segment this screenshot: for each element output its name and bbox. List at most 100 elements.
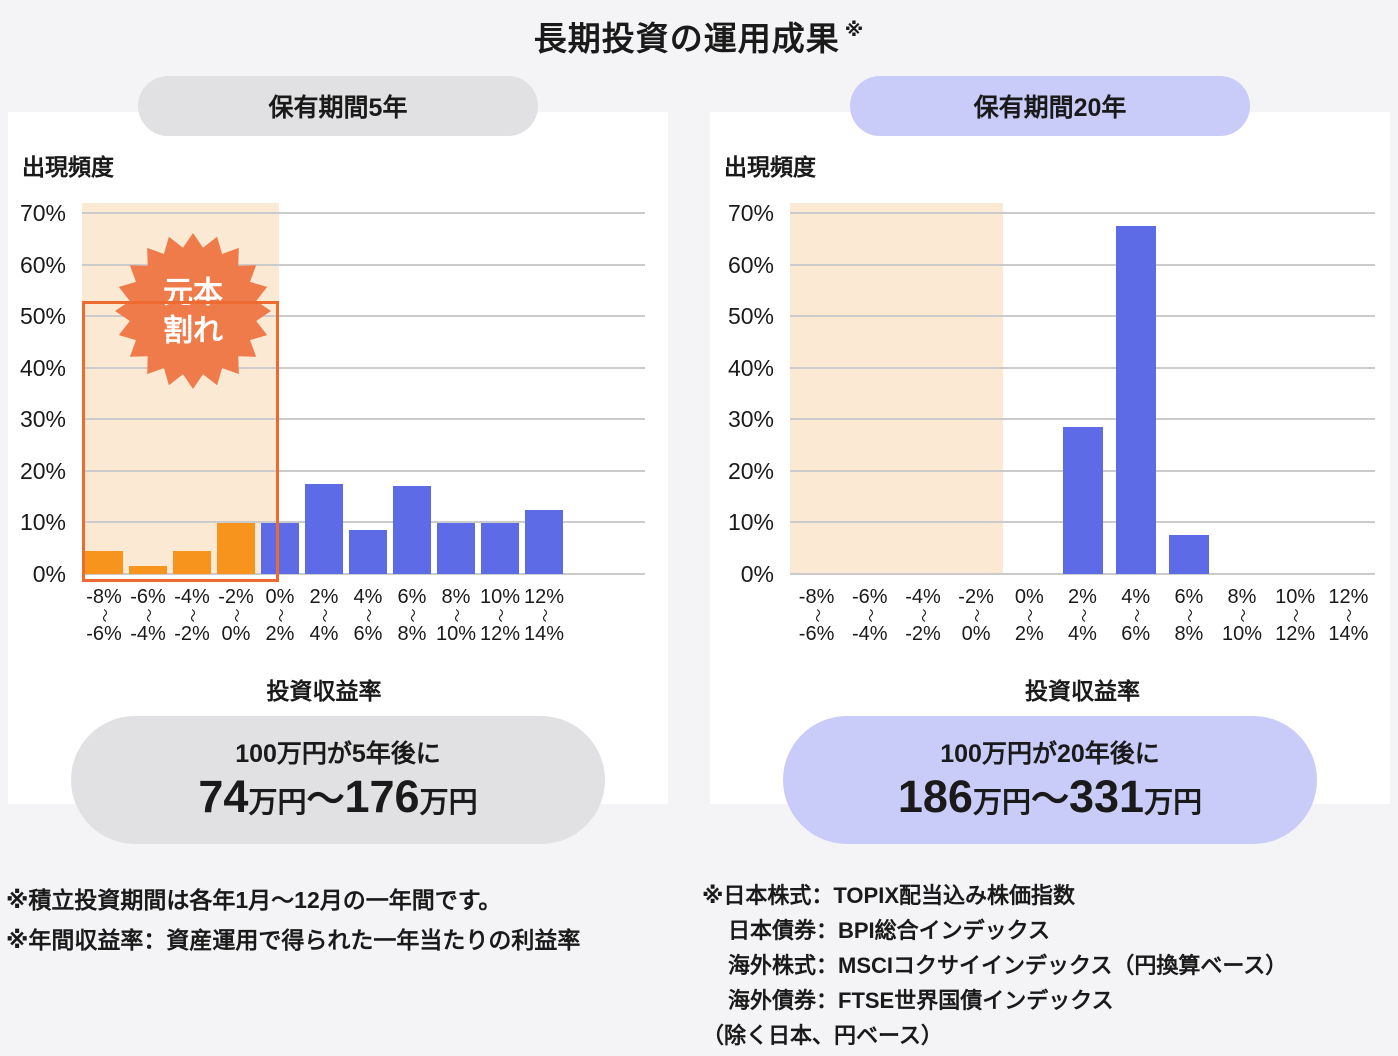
footnotes-left: ※積立投資期間は各年1月〜12月の一年間です。 ※年間収益率：資産運用で得られた一…: [6, 880, 580, 960]
x-tick-to: 12%: [1275, 623, 1316, 645]
y-tick-label: 60%: [727, 251, 774, 278]
x-tick-to: 6%: [1121, 623, 1151, 645]
y-tick-label: 60%: [19, 251, 66, 278]
x-tick-to: -4%: [852, 623, 888, 645]
result-caption-20y: 100万円が20年後に: [940, 740, 1160, 769]
result-pill-5y: 100万円が5年後に 74万円〜176万円: [71, 716, 605, 844]
footnote-line: ※年間収益率：資産運用で得られた一年当たりの利益率: [6, 927, 581, 953]
grid-line: [82, 315, 645, 318]
bar: [481, 522, 519, 574]
y-tick-label: 10%: [727, 509, 774, 536]
bar: [217, 522, 255, 574]
result-tilde-5y: 〜: [306, 778, 345, 821]
x-tick-to: 6%: [353, 623, 383, 645]
x-tick-to: 4%: [1068, 623, 1097, 645]
x-tick-from: 10%: [1275, 586, 1316, 608]
grid-line: [790, 418, 1375, 421]
range-tilde-mark: 〜: [1340, 608, 1357, 623]
y-tick-label: 10%: [19, 509, 66, 536]
holding-period-pill-5y: 保有期間5年: [138, 76, 538, 136]
grid-line: [82, 212, 645, 215]
range-tilde-mark: 〜: [1128, 608, 1145, 623]
result-to-5y: 176: [344, 770, 420, 822]
x-tick-to: 14%: [1328, 623, 1369, 645]
bar: [85, 550, 123, 574]
x-tick-from: 4%: [353, 586, 383, 608]
result-pill-20y: 100万円が20年後に 186万円〜331万円: [783, 716, 1317, 844]
x-tick-from: 10%: [479, 586, 521, 608]
bar: [437, 522, 475, 574]
plot-area: 元本 割れ: [82, 203, 645, 582]
bar: [1168, 535, 1209, 574]
result-unit-5y: 万円: [248, 786, 307, 819]
result-unit-20y: 万円: [972, 786, 1031, 819]
x-tick-to: 2%: [1014, 623, 1044, 645]
x-tick-to: 14%: [523, 623, 565, 645]
grid-line: [790, 366, 1375, 369]
range-tilde-mark: 〜: [536, 608, 553, 623]
y-tick-label: 70%: [19, 200, 66, 227]
x-tick-to: 2%: [265, 623, 295, 645]
x-tick-label: 10% 〜 12%: [458, 586, 542, 645]
x-tick-label: 8% 〜 10%: [414, 586, 498, 645]
footnotes-right: ※日本株式：TOPIX配当込み株価指数 日本債券：BPI総合インデックス 海外株式：…: [702, 878, 1287, 1053]
bar: [305, 483, 343, 574]
x-tick-from: -4%: [174, 586, 210, 608]
bar: [129, 566, 167, 574]
page-title-text: 長期投資の運用成果: [533, 20, 840, 57]
bar: [261, 522, 299, 574]
x-tick-to: 12%: [479, 623, 521, 645]
range-tilde-mark: 〜: [915, 608, 932, 623]
x-tick-from: -8%: [86, 586, 122, 608]
frequency-axis-label: 出現頻度: [724, 154, 816, 180]
y-tick-label: 30%: [19, 406, 66, 433]
chart-panel-5y: 出現頻度 70% 60% 50% 40% 30% 20% 10% 0% 元本 割れ -8% 〜 -6% -6…: [8, 112, 668, 804]
x-axis-title: 投資収益率: [266, 678, 382, 704]
range-tilde-mark: 〜: [809, 608, 826, 623]
range-tilde-mark: 〜: [1234, 608, 1251, 623]
title-note-mark: ※: [844, 20, 865, 41]
x-tick-to: 0%: [961, 623, 991, 645]
x-tick-from: 2%: [309, 586, 339, 608]
x-tick-from: -2%: [958, 586, 994, 608]
bar: [1115, 226, 1156, 574]
footnote-line: 海外株式：MSCIコクサイインデックス（円換算ベース）: [728, 953, 1288, 978]
x-tick-from: -6%: [852, 586, 888, 608]
bar: [349, 530, 387, 574]
principal-loss-box: [82, 300, 279, 582]
principal-loss-badge-text: 元本: [163, 277, 223, 310]
x-tick-label: -4% 〜 -2%: [881, 586, 965, 645]
y-tick-label: 40%: [19, 354, 66, 381]
x-tick-label: 6% 〜 8%: [1147, 586, 1231, 645]
frequency-axis-label: 出現頻度: [22, 154, 114, 180]
range-tilde-mark: 〜: [1075, 608, 1091, 623]
x-tick-label: -2% 〜 0%: [194, 586, 278, 645]
y-tick-label: 40%: [727, 354, 774, 381]
range-tilde-mark: 〜: [1287, 608, 1304, 623]
grid-line: [82, 418, 645, 421]
chart-panel-20y: 出現頻度 70% 60% 50% 40% 30% 20% 10% 0% -8% 〜 -6% -6% 〜 -4…: [710, 112, 1390, 804]
grid-line: [790, 212, 1375, 215]
x-tick-from: -4%: [905, 586, 941, 608]
x-tick-label: 0% 〜 2%: [987, 586, 1071, 645]
x-tick-to: -4%: [130, 623, 166, 645]
result-unit2-5y: 万円: [419, 786, 478, 819]
range-tilde-mark: 〜: [1021, 608, 1038, 623]
bar-chart-5y: 出現頻度 70% 60% 50% 40% 30% 20% 10% 0% 元本 割れ -8% 〜 -6% -6…: [8, 112, 668, 804]
footnote-line: ※日本株式：TOPIX配当込み株価指数: [702, 883, 1076, 908]
x-tick-label: -2% 〜 0%: [934, 586, 1018, 645]
x-tick-label: 2% 〜 4%: [282, 586, 366, 645]
x-tick-label: -8% 〜 -6%: [62, 586, 146, 645]
x-tick-from: -6%: [130, 586, 166, 608]
x-tick-to: 10%: [1221, 623, 1263, 645]
x-tick-from: 0%: [1014, 586, 1044, 608]
x-tick-label: 4% 〜 6%: [326, 586, 410, 645]
y-tick-label: 0%: [32, 561, 66, 587]
x-tick-from: 12%: [1328, 586, 1369, 608]
x-tick-to: 4%: [309, 623, 339, 645]
holding-period-pill-20y: 保有期間20年: [850, 76, 1250, 136]
x-tick-label: 2% 〜 4%: [1041, 586, 1125, 645]
x-tick-label: -4% 〜 -2%: [150, 586, 234, 645]
x-tick-from: 12%: [523, 586, 565, 608]
principal-loss-badge-text: 割れ: [163, 315, 223, 348]
